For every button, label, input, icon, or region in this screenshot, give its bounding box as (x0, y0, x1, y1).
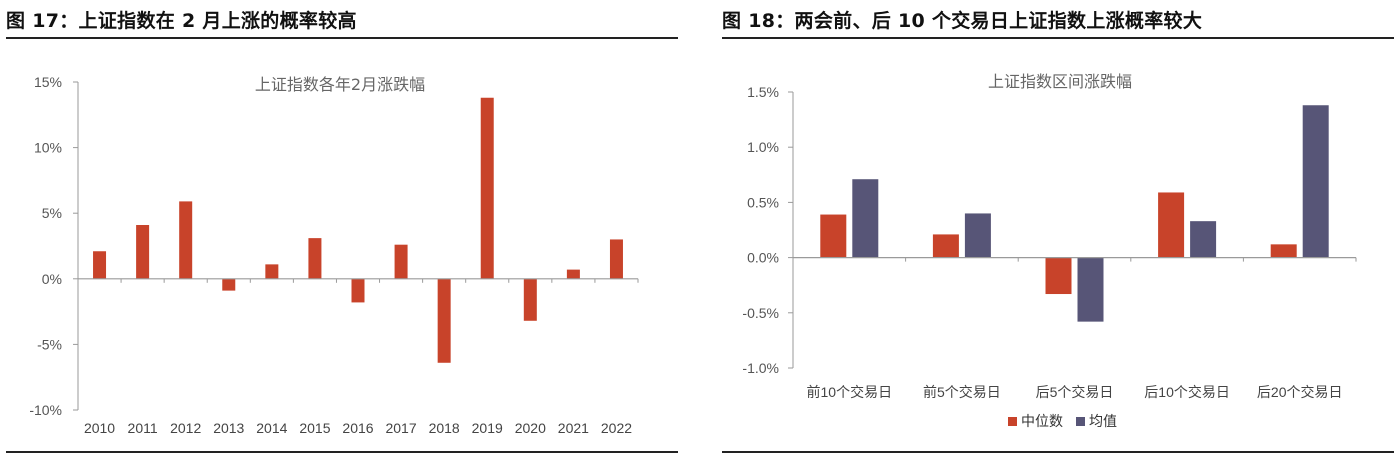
chart1-bar-2010 (93, 251, 107, 279)
chart2-y-tick-label: 1.5% (747, 84, 779, 100)
chart1-bar-2012 (179, 201, 193, 279)
chart1-x-tick-label: 2010 (84, 420, 115, 436)
figure-17-top-rule (6, 37, 678, 39)
chart1-bar-2017 (394, 244, 408, 279)
chart1-y-tick-label: 15% (34, 74, 62, 90)
chart2-title: 上证指数区间涨跌幅 (988, 72, 1132, 91)
chart1-bar-2019 (480, 97, 494, 279)
figure-17-bottom-rule (6, 451, 678, 453)
chart2-bar-median-3 (1158, 192, 1185, 258)
figure-18-top-rule (722, 37, 1394, 39)
chart1-bar-2013 (222, 278, 236, 291)
chart1-bar-2014 (265, 264, 279, 279)
chart1-bar-2016 (351, 278, 365, 303)
chart2-legend-label-median: 中位数 (1021, 414, 1063, 430)
chart2-x-tick-label: 后5个交易日 (1036, 384, 1114, 400)
chart2-legend-swatch-mean (1076, 417, 1085, 426)
chart1-x-tick-label: 2021 (558, 420, 589, 436)
chart2-bar-median-4 (1270, 244, 1297, 258)
chart2-bar-mean-1 (964, 213, 991, 258)
chart1-bar-2021 (566, 269, 580, 279)
chart2-bar-mean-4 (1302, 105, 1329, 258)
chart2-legend-label-mean: 均值 (1089, 414, 1117, 430)
figure-18-title: 图 18：两会前、后 10 个交易日上证指数上涨概率较大 (722, 10, 1203, 32)
chart1-x-tick-label: 2014 (256, 420, 287, 436)
chart1-y-tick-label: -5% (37, 336, 62, 352)
chart2-y-tick-label: 0.5% (747, 194, 779, 210)
chart1-x-tick-label: 2018 (429, 420, 460, 436)
chart2-y-tick-label: 1.0% (747, 139, 779, 155)
chart1-bar-2015 (308, 238, 322, 279)
chart1-x-tick-label: 2015 (299, 420, 330, 436)
chart2-y-tick-label: -0.5% (742, 305, 779, 321)
chart2-bar-median-0 (820, 214, 847, 258)
chart1-x-tick-label: 2016 (342, 420, 373, 436)
chart1-x-tick-label: 2017 (385, 420, 416, 436)
chart1-x-tick-label: 2011 (128, 420, 158, 436)
chart2-x-tick-label: 后10个交易日 (1144, 384, 1230, 400)
chart1-bar-2020 (523, 278, 537, 321)
chart2-y-tick-label: -1.0% (742, 360, 779, 376)
chart1-x-tick-label: 2012 (170, 420, 201, 436)
chart2-bar-mean-2 (1077, 257, 1104, 322)
chart1-y-tick-label: 5% (42, 205, 62, 221)
chart1-y-tick-label: 0% (42, 271, 62, 287)
chart1-bar-2018 (437, 278, 451, 363)
figure-18-bottom-rule (722, 451, 1394, 453)
chart-npc-window-returns: 上证指数区间涨跌幅 -1.0% -0.5% 0.0% 0.5% 1.0% 1.5% 前10个… (742, 72, 1357, 430)
chart2-bar-median-1 (932, 234, 959, 258)
chart1-x-tick-label: 2013 (213, 420, 244, 436)
chart2-legend-swatch-median (1008, 417, 1017, 426)
chart1-title: 上证指数各年2月涨跌幅 (255, 75, 425, 94)
chart1-x-tick-label: 2022 (601, 420, 632, 436)
chart1-bar-2011 (136, 225, 150, 279)
chart-annual-feb-returns: 上证指数各年2月涨跌幅 -10% -5% 0% 5% 10% 15% 2010 2011 201… (29, 74, 639, 436)
chart2-x-tick-label: 前10个交易日 (807, 384, 893, 400)
chart1-x-tick-label: 2020 (515, 420, 546, 436)
figure-17-title: 图 17：上证指数在 2 月上涨的概率较高 (6, 10, 357, 32)
chart1-x-tick-label: 2019 (472, 420, 503, 436)
chart2-bar-median-2 (1045, 257, 1072, 295)
chart1-y-tick-label: -10% (29, 402, 62, 418)
chart1-y-tick-label: 10% (34, 140, 62, 156)
chart2-x-tick-label: 前5个交易日 (923, 384, 1001, 400)
chart1-bar-2022 (609, 239, 623, 279)
chart2-x-tick-label: 后20个交易日 (1257, 384, 1343, 400)
chart2-y-tick-label: 0.0% (747, 250, 779, 266)
chart2-bar-mean-0 (852, 179, 879, 258)
chart2-bar-mean-3 (1190, 221, 1217, 258)
